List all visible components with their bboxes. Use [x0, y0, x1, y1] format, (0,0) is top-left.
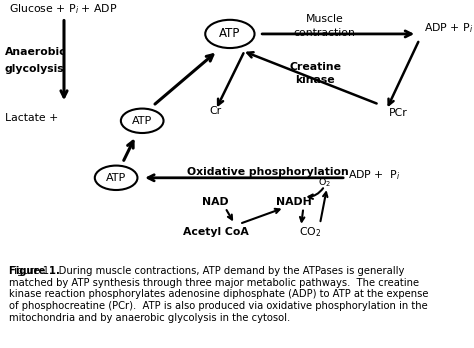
Text: kinase: kinase [295, 75, 335, 85]
Text: Creatine: Creatine [289, 62, 341, 71]
Text: ATP: ATP [106, 173, 126, 183]
Text: Anaerobic: Anaerobic [5, 47, 66, 57]
Text: Glucose + P$_i$ + ADP: Glucose + P$_i$ + ADP [9, 2, 118, 16]
Text: ADP + P$_i$: ADP + P$_i$ [424, 22, 474, 35]
Text: Lactate +: Lactate + [5, 113, 58, 123]
Text: Cr: Cr [210, 106, 222, 116]
Text: NADH: NADH [276, 197, 312, 207]
Text: O$_2$: O$_2$ [318, 177, 331, 189]
Text: ADP +  P$_i$: ADP + P$_i$ [348, 168, 401, 182]
Text: Oxidative phosphorylation: Oxidative phosphorylation [187, 167, 349, 177]
Text: ATP: ATP [132, 116, 152, 126]
Text: Figure 1.  During muscle contractions, ATP demand by the ATPases is generally
ma: Figure 1. During muscle contractions, AT… [9, 266, 429, 323]
Text: NAD: NAD [202, 197, 229, 207]
Text: contraction: contraction [294, 27, 356, 38]
Text: glycolysis: glycolysis [5, 64, 64, 74]
Text: ATP: ATP [219, 27, 241, 40]
Text: PCr: PCr [389, 108, 408, 118]
Text: Muscle: Muscle [306, 14, 344, 24]
Text: Acetyl CoA: Acetyl CoA [183, 227, 248, 237]
Text: CO$_2$: CO$_2$ [300, 225, 321, 239]
Text: Figure 1.: Figure 1. [9, 266, 60, 276]
